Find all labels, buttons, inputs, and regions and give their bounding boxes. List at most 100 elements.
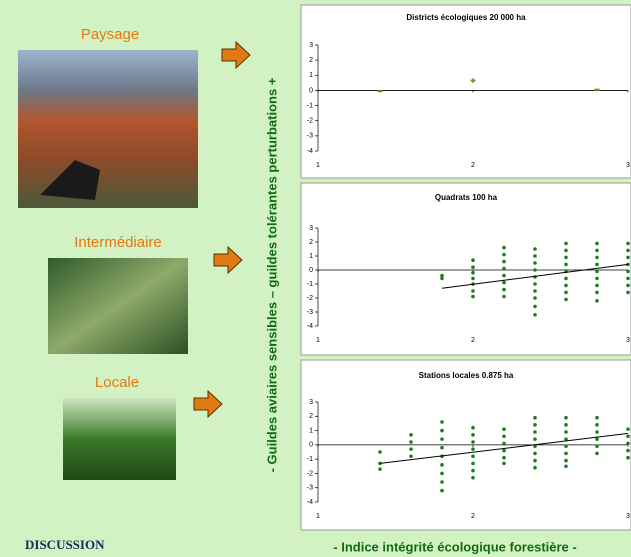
point bbox=[471, 80, 476, 82]
point bbox=[595, 284, 599, 288]
point bbox=[533, 305, 537, 309]
panel-label: Locale bbox=[95, 374, 139, 391]
point bbox=[471, 277, 475, 281]
y-tick-label: 0 bbox=[309, 267, 313, 274]
point bbox=[502, 253, 506, 257]
point bbox=[502, 274, 506, 278]
y-tick-label: -4 bbox=[307, 323, 313, 330]
point bbox=[471, 271, 475, 275]
point bbox=[502, 427, 506, 431]
point bbox=[471, 426, 475, 430]
y-tick-label: 3 bbox=[309, 399, 313, 406]
point bbox=[440, 437, 444, 441]
point bbox=[564, 444, 568, 448]
y-tick-label: 3 bbox=[309, 42, 313, 49]
arrow bbox=[222, 42, 250, 68]
y-tick-label: -2 bbox=[307, 470, 313, 477]
x-axis-label: - Indice intégrité écologique forestière… bbox=[333, 539, 576, 554]
y-tick-label: -2 bbox=[307, 118, 313, 125]
point bbox=[502, 281, 506, 285]
point bbox=[626, 291, 630, 295]
chart-title: Stations locales 0.875 ha bbox=[419, 371, 514, 380]
point bbox=[502, 288, 506, 292]
point bbox=[564, 459, 568, 463]
intermediate-photo bbox=[48, 258, 188, 354]
point bbox=[564, 284, 568, 288]
point bbox=[471, 433, 475, 437]
y-tick-label: 1 bbox=[309, 253, 313, 260]
point bbox=[409, 433, 413, 437]
x-tick-label: 3 bbox=[626, 162, 630, 169]
point bbox=[409, 454, 413, 458]
point bbox=[502, 462, 506, 466]
point bbox=[595, 291, 599, 295]
point bbox=[564, 430, 568, 434]
point bbox=[564, 298, 568, 302]
point bbox=[502, 456, 506, 460]
point bbox=[595, 242, 599, 246]
point bbox=[626, 270, 630, 274]
x-tick-label: 2 bbox=[471, 162, 475, 169]
y-tick-label: 0 bbox=[309, 87, 313, 94]
x-tick-label: 3 bbox=[626, 513, 630, 520]
point bbox=[533, 466, 537, 470]
point bbox=[564, 452, 568, 456]
point bbox=[626, 249, 630, 253]
panel-label: Paysage bbox=[81, 26, 139, 43]
point bbox=[502, 267, 506, 271]
point bbox=[626, 242, 630, 246]
x-tick-label: 1 bbox=[316, 337, 320, 344]
x-tick-label: 2 bbox=[471, 337, 475, 344]
y-tick-label: 2 bbox=[309, 239, 313, 246]
local-photo bbox=[63, 398, 176, 480]
point bbox=[626, 427, 630, 431]
point bbox=[533, 437, 537, 441]
point bbox=[471, 289, 475, 293]
point bbox=[533, 247, 537, 251]
point bbox=[533, 254, 537, 258]
footer: DISCUSSION bbox=[25, 537, 105, 552]
point bbox=[626, 442, 630, 446]
point bbox=[440, 277, 444, 281]
chart-title: Districts écologiques 20 000 ha bbox=[406, 13, 526, 22]
point bbox=[595, 277, 599, 281]
y-tick-label: 0 bbox=[309, 442, 313, 449]
slide: Paysage Intermédiaire Locale DISCUSSION … bbox=[0, 0, 631, 557]
point bbox=[471, 454, 475, 458]
y-tick-label: -1 bbox=[307, 456, 313, 463]
y-axis-label: - Guildes aviaires sensibles – guildes t… bbox=[264, 77, 279, 472]
point bbox=[595, 452, 599, 456]
point bbox=[440, 420, 444, 424]
point bbox=[502, 246, 506, 250]
arrow bbox=[194, 391, 222, 417]
point bbox=[471, 295, 475, 299]
arrow bbox=[214, 247, 242, 273]
y-tick-label: 2 bbox=[309, 57, 313, 64]
point bbox=[626, 256, 630, 260]
point bbox=[533, 313, 537, 317]
point bbox=[595, 444, 599, 448]
point bbox=[502, 449, 506, 453]
point bbox=[502, 260, 506, 264]
point bbox=[564, 277, 568, 281]
y-tick-label: 2 bbox=[309, 413, 313, 420]
y-tick-label: -3 bbox=[307, 133, 313, 140]
point bbox=[440, 480, 444, 484]
arrows bbox=[194, 42, 250, 417]
point bbox=[595, 89, 600, 91]
point bbox=[533, 268, 537, 272]
point bbox=[533, 459, 537, 463]
point bbox=[595, 430, 599, 434]
point bbox=[440, 463, 444, 467]
point bbox=[564, 423, 568, 427]
point bbox=[533, 423, 537, 427]
point bbox=[502, 295, 506, 299]
point bbox=[440, 429, 444, 433]
y-tick-label: -2 bbox=[307, 295, 313, 302]
point bbox=[564, 256, 568, 260]
point bbox=[595, 423, 599, 427]
y-tick-label: -3 bbox=[307, 485, 313, 492]
point bbox=[564, 464, 568, 468]
point bbox=[378, 90, 383, 92]
x-tick-label: 1 bbox=[316, 162, 320, 169]
